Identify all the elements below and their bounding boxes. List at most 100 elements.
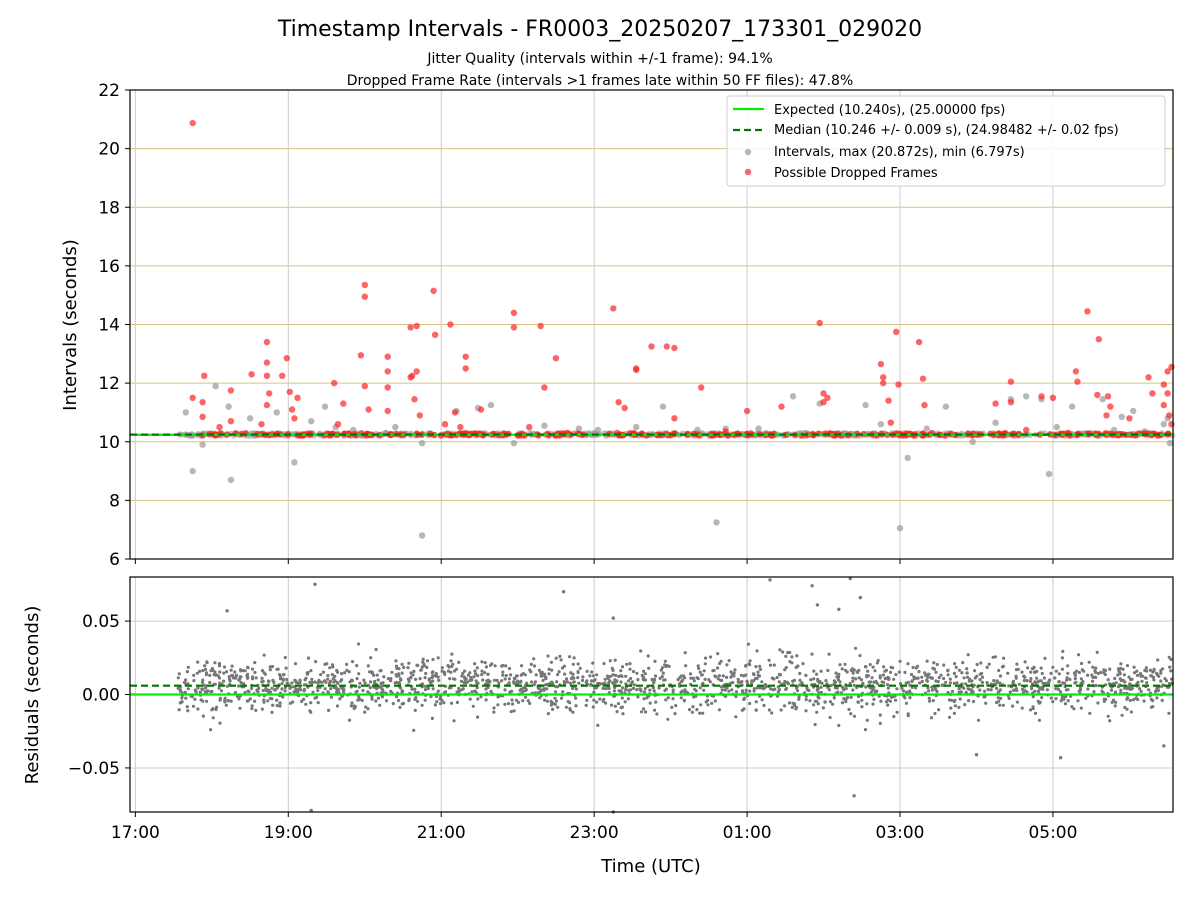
residual-point bbox=[1092, 690, 1096, 694]
residual-point bbox=[711, 669, 715, 673]
residual-point bbox=[654, 674, 658, 678]
residual-point bbox=[982, 695, 986, 699]
residual-point bbox=[844, 687, 848, 691]
residual-point bbox=[957, 668, 962, 672]
residual-point bbox=[842, 697, 846, 701]
residual-point bbox=[309, 808, 313, 813]
residual-point bbox=[469, 678, 473, 682]
residual-point bbox=[564, 705, 569, 709]
residual-point bbox=[932, 661, 936, 665]
residual-point bbox=[199, 698, 203, 702]
residual-point bbox=[374, 699, 378, 703]
residual-point bbox=[900, 686, 904, 690]
residual-point bbox=[1120, 713, 1124, 717]
residual-point bbox=[398, 677, 402, 681]
residual-point bbox=[455, 700, 459, 705]
residual-point bbox=[1033, 711, 1038, 716]
residual-point bbox=[253, 661, 257, 665]
residual-point bbox=[1029, 708, 1033, 712]
residual-point bbox=[840, 685, 845, 689]
residual-point bbox=[198, 690, 202, 694]
residual-point bbox=[218, 670, 222, 674]
dropped-frame-point bbox=[885, 397, 892, 404]
residual-point bbox=[378, 669, 382, 673]
residual-point bbox=[850, 667, 855, 671]
residual-point bbox=[450, 652, 454, 656]
residual-point bbox=[415, 699, 420, 703]
dropped-frame-point bbox=[1094, 391, 1101, 399]
residual-point bbox=[354, 690, 358, 694]
residual-point bbox=[631, 669, 636, 674]
residual-point bbox=[486, 672, 490, 676]
residual-point bbox=[773, 687, 777, 691]
residual-point bbox=[262, 700, 266, 704]
residual-point bbox=[363, 710, 367, 714]
residual-point bbox=[1066, 664, 1070, 668]
residual-point bbox=[343, 671, 347, 675]
residual-point bbox=[532, 657, 536, 661]
residual-point bbox=[581, 675, 585, 679]
residuals-y-tick-label: −0.05 bbox=[68, 759, 120, 779]
residual-point bbox=[318, 680, 322, 684]
residual-point bbox=[947, 698, 952, 702]
dropped-frame-point bbox=[1095, 336, 1103, 343]
residual-point bbox=[204, 671, 209, 675]
residual-point bbox=[623, 700, 627, 704]
residual-point bbox=[698, 670, 702, 674]
residual-point bbox=[953, 662, 957, 666]
residual-point bbox=[568, 655, 572, 659]
residual-point bbox=[208, 673, 212, 678]
residual-point bbox=[1169, 657, 1173, 662]
residual-point bbox=[473, 662, 477, 666]
residual-point bbox=[288, 686, 292, 690]
residual-point bbox=[1167, 711, 1171, 715]
residual-point bbox=[196, 707, 200, 711]
residual-point bbox=[835, 686, 839, 690]
residual-point bbox=[720, 688, 724, 692]
residual-point bbox=[278, 704, 282, 708]
residual-point bbox=[946, 669, 950, 673]
residual-point bbox=[627, 679, 631, 683]
residual-point bbox=[1029, 670, 1033, 674]
residual-point bbox=[370, 695, 374, 699]
residual-point bbox=[446, 669, 450, 673]
residual-point bbox=[979, 661, 983, 665]
residual-point bbox=[610, 703, 614, 707]
residual-point bbox=[395, 680, 399, 685]
residual-point bbox=[453, 669, 457, 673]
residual-point bbox=[213, 670, 217, 674]
interval-point bbox=[633, 423, 640, 431]
dropped-frame-point bbox=[541, 384, 548, 391]
residual-point bbox=[225, 684, 229, 688]
residual-point bbox=[807, 688, 811, 693]
residual-point bbox=[226, 699, 231, 703]
residual-point bbox=[607, 686, 611, 691]
residual-point bbox=[1155, 696, 1159, 700]
residual-point bbox=[1057, 672, 1061, 676]
residual-point bbox=[910, 679, 914, 683]
interval-point bbox=[392, 423, 399, 431]
residual-point bbox=[1058, 756, 1063, 760]
residual-point bbox=[512, 680, 516, 684]
residual-point bbox=[492, 710, 496, 714]
residual-point bbox=[592, 698, 596, 702]
residual-point bbox=[590, 679, 594, 683]
residual-point bbox=[400, 689, 404, 693]
residual-point bbox=[1072, 671, 1077, 675]
residual-point bbox=[800, 681, 804, 685]
residual-point bbox=[572, 676, 576, 680]
residual-point bbox=[398, 705, 402, 710]
legend-median-label: Median (10.246 +/- 0.009 s), (24.98482 +… bbox=[774, 123, 1119, 138]
residual-point bbox=[754, 708, 758, 712]
residual-point bbox=[476, 681, 480, 685]
intervals-y-tick-label: 18 bbox=[98, 198, 120, 218]
residual-point bbox=[1113, 676, 1117, 681]
residual-point bbox=[664, 698, 668, 702]
residual-point bbox=[431, 679, 435, 683]
residual-point bbox=[347, 670, 351, 674]
residual-point bbox=[304, 676, 308, 680]
residual-point bbox=[878, 713, 882, 717]
residual-point bbox=[1099, 670, 1103, 675]
residual-point bbox=[1054, 697, 1058, 701]
residual-point bbox=[563, 672, 567, 676]
